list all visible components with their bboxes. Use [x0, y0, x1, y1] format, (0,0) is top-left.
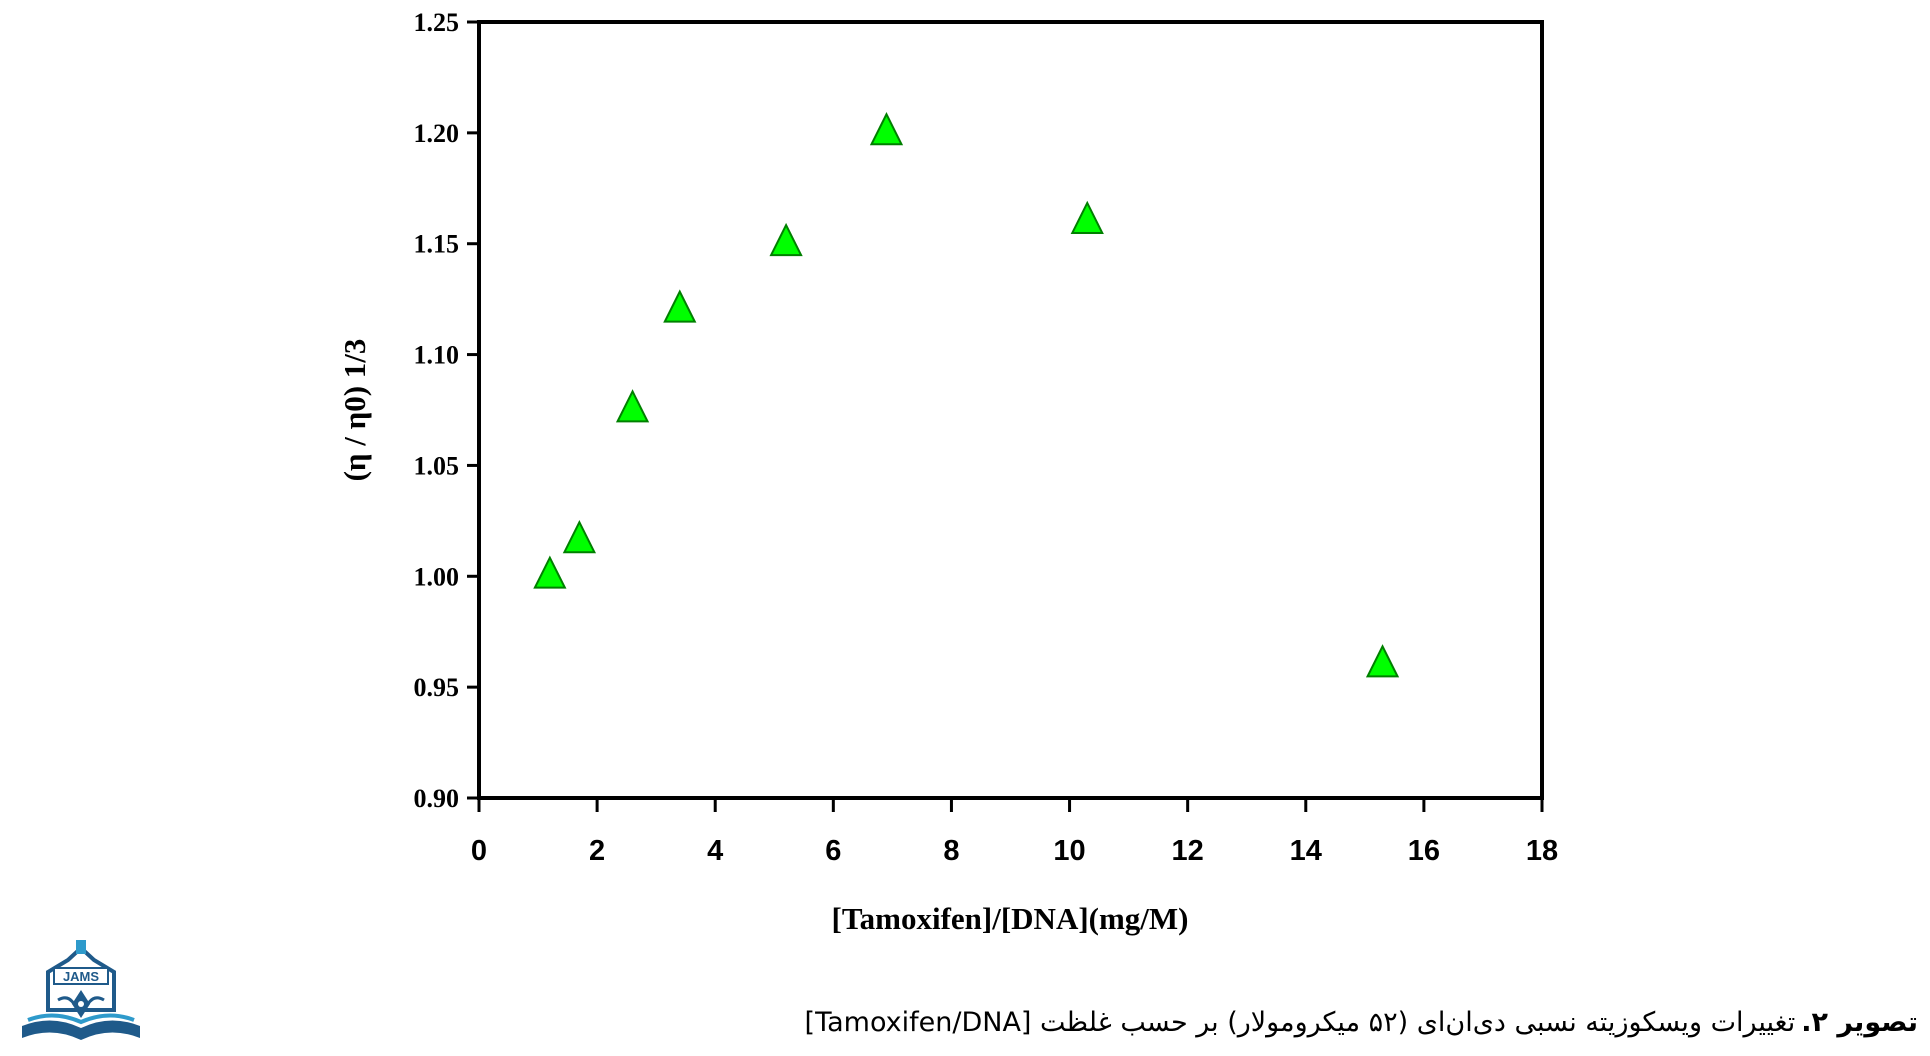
- data-point: [869, 112, 904, 146]
- y-tick-label: 0.95: [414, 673, 460, 702]
- figure-caption: تصویر ۲. تغییرات ویسکوزیته نسبی دی‌ان‌ای…: [805, 1000, 1918, 1044]
- data-points: [533, 112, 1400, 678]
- y-tick-label: 1.00: [414, 562, 460, 591]
- x-tick-label: 6: [825, 835, 841, 867]
- x-axis-label: [Tamoxifen]/[DNA](mg/M): [832, 901, 1189, 936]
- y-tick-label: 1.10: [414, 341, 460, 370]
- x-axis: 0 2 4 6 8 10 12 14 16 18: [471, 798, 1558, 867]
- y-tick-label: 0.90: [414, 784, 460, 813]
- y-tick-label: 1.15: [414, 230, 460, 259]
- data-point: [769, 222, 803, 257]
- plot-frame: [477, 20, 1544, 800]
- y-axis-label: (η / η0) 1/3: [337, 339, 372, 482]
- jams-logo: JAMS: [22, 940, 140, 1040]
- x-tick-label: 10: [1053, 835, 1085, 867]
- data-point: [1070, 200, 1104, 234]
- logo-text: JAMS: [63, 969, 99, 984]
- y-axis: 0.90 0.95 1.00 1.05 1.10 1.15 1.20 1.25: [414, 8, 479, 813]
- x-tick-label: 0: [471, 835, 487, 867]
- x-tick-label: 8: [943, 835, 959, 867]
- x-tick-label: 12: [1172, 835, 1204, 867]
- x-tick-label: 18: [1526, 835, 1558, 867]
- data-point: [615, 389, 650, 423]
- data-point: [562, 519, 597, 554]
- x-tick-label: 2: [589, 835, 605, 867]
- data-point: [533, 555, 567, 589]
- x-tick-label: 16: [1408, 835, 1440, 867]
- y-tick-label: 1.25: [414, 8, 460, 37]
- x-tick-label: 14: [1290, 835, 1322, 867]
- y-tick-label: 1.05: [414, 451, 460, 480]
- y-tick-label: 1.20: [414, 119, 460, 148]
- chart: 0.90 0.95 1.00 1.05 1.10 1.15 1.20 1.25 0 2 4 6 8 10…: [337, 8, 1558, 936]
- data-point: [1365, 644, 1400, 678]
- data-point: [663, 289, 697, 323]
- caption-text: تغییرات ویسکوزیته نسبی دی‌ان‌ای (۵۲ میکر…: [804, 1006, 1796, 1038]
- caption-label: تصویر ۲.: [1801, 1006, 1918, 1038]
- chart-svg: 0.90 0.95 1.00 1.05 1.10 1.15 1.20 1.25 0 2 4 6 8 10…: [337, 8, 1558, 936]
- x-tick-label: 4: [707, 835, 723, 867]
